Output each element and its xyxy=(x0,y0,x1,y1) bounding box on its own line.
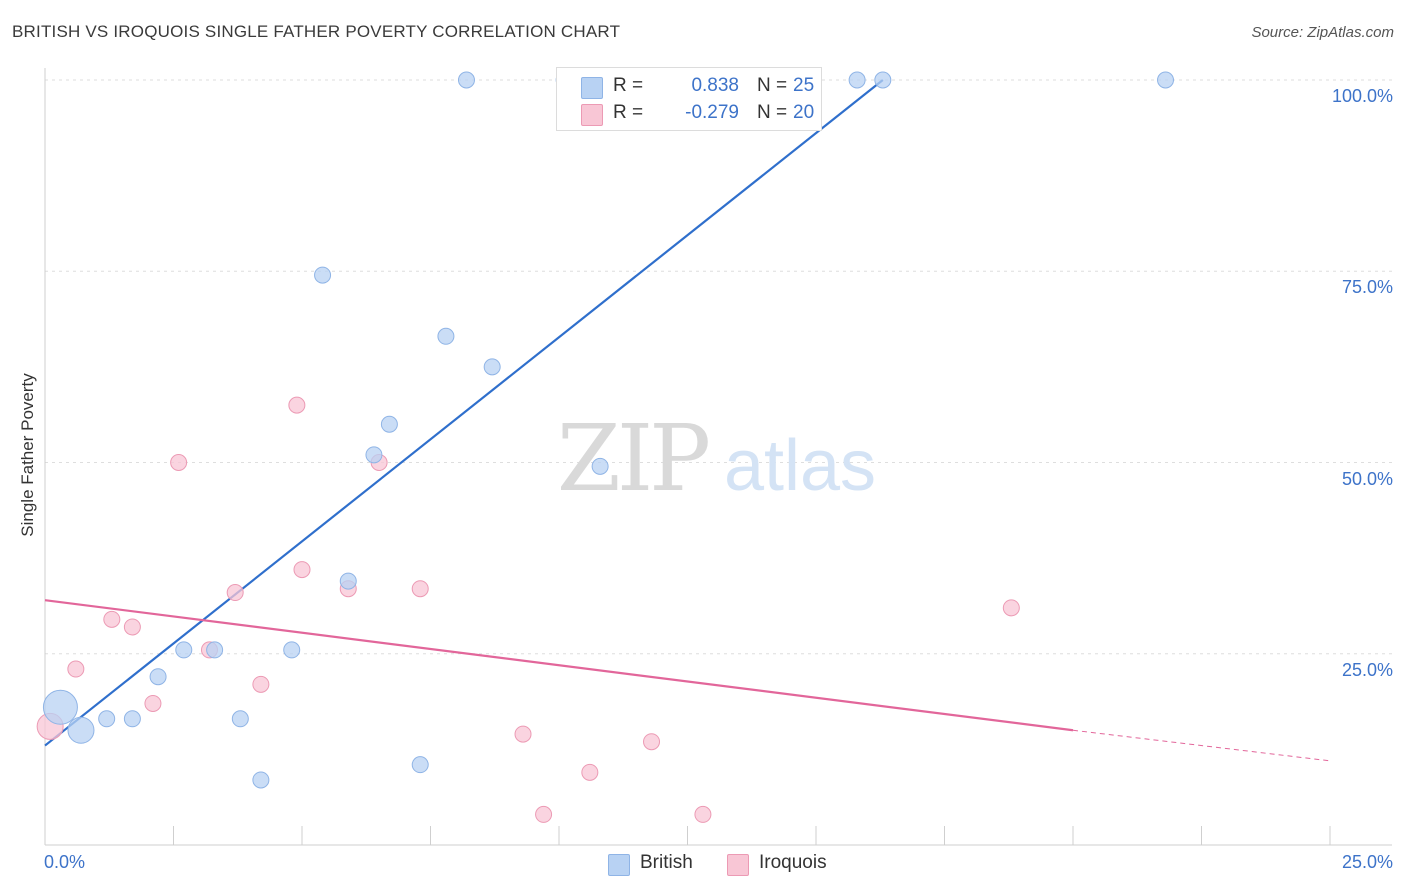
british-point-17 xyxy=(483,358,501,376)
iroquois-point-14 xyxy=(514,725,532,743)
iroquois-legend-label: Iroquois xyxy=(759,852,827,873)
british-point-11 xyxy=(339,572,357,590)
x-tick-label-1: 25.0% xyxy=(1341,852,1393,872)
british-n-label: N = xyxy=(757,75,788,96)
iroquois-trendline xyxy=(44,599,1074,732)
british-legend-label: British xyxy=(640,852,693,873)
british-point-4 xyxy=(149,668,167,686)
british-point-19 xyxy=(591,457,609,475)
british-point-14 xyxy=(411,756,429,774)
y-tick-label-1: 50.0% xyxy=(1341,468,1393,489)
iroquois-point-8 xyxy=(252,675,270,693)
british-point-24 xyxy=(1157,71,1175,89)
iroquois-n-label: N = xyxy=(757,102,788,123)
british-point-16 xyxy=(457,71,475,89)
british-r-label: R = xyxy=(613,75,644,96)
chart-title: BRITISH VS IROQUOIS SINGLE FATHER POVERT… xyxy=(12,22,621,41)
iroquois-point-13 xyxy=(411,580,429,598)
british-point-22 xyxy=(848,71,866,89)
british-point-1 xyxy=(67,716,95,744)
iroquois-point-3 xyxy=(123,618,141,636)
watermark-atlas: atlas xyxy=(724,426,876,506)
british-point-12 xyxy=(365,446,383,464)
trendlines xyxy=(44,79,1331,762)
watermark: ZIP atlas xyxy=(557,405,876,512)
british-point-10 xyxy=(314,266,332,284)
iroquois-n-value: 20 xyxy=(793,102,815,123)
axes xyxy=(44,68,1392,846)
british-point-15 xyxy=(437,327,455,345)
british-point-0 xyxy=(42,689,78,725)
iroquois-point-17 xyxy=(643,733,661,751)
iroquois-point-18 xyxy=(694,805,712,823)
british-point-5 xyxy=(175,641,193,659)
iroquois-r-label: R = xyxy=(613,102,644,123)
british-point-3 xyxy=(123,710,141,728)
british-point-13 xyxy=(380,415,398,433)
british-point-2 xyxy=(98,710,116,728)
iroquois-point-16 xyxy=(581,763,599,781)
british-point-23 xyxy=(874,71,892,89)
british-r-value: 0.838 xyxy=(691,75,739,96)
british-point-8 xyxy=(252,771,270,789)
iroquois-point-15 xyxy=(535,805,553,823)
source-label: Source: ZipAtlas.com xyxy=(1251,24,1394,41)
iroquois-point-9 xyxy=(288,396,306,414)
british-swatch xyxy=(581,77,603,99)
iroquois-trendline-extension xyxy=(1072,729,1331,762)
british-trendline xyxy=(44,79,884,747)
iroquois-swatch xyxy=(581,104,603,126)
iroquois-point-7 xyxy=(226,584,244,602)
iroquois-legend-swatch xyxy=(727,854,749,876)
british-point-7 xyxy=(231,710,249,728)
british-point-9 xyxy=(283,641,301,659)
iroquois-point-10 xyxy=(293,561,311,579)
iroquois-r-value: -0.279 xyxy=(685,102,739,123)
iroquois-point-1 xyxy=(67,660,85,678)
watermark-zip: ZIP xyxy=(557,405,708,512)
y-tick-label-3: 100.0% xyxy=(1331,86,1393,106)
iroquois-point-19 xyxy=(1002,599,1020,617)
british-legend-swatch xyxy=(608,854,630,876)
x-tick-label-0: 0.0% xyxy=(44,852,86,872)
y-tick-label-2: 75.0% xyxy=(1341,277,1393,298)
british-n-value: 25 xyxy=(793,75,815,96)
iroquois-point-5 xyxy=(170,454,188,471)
y-tick-label-0: 25.0% xyxy=(1341,659,1393,680)
stats-legend: R = 0.838 N = 25 R = -0.279 N = 20 xyxy=(556,67,822,131)
gridlines xyxy=(45,79,1392,655)
iroquois-point-2 xyxy=(103,610,121,628)
british-point-6 xyxy=(206,641,224,659)
iroquois-point-4 xyxy=(144,694,162,712)
